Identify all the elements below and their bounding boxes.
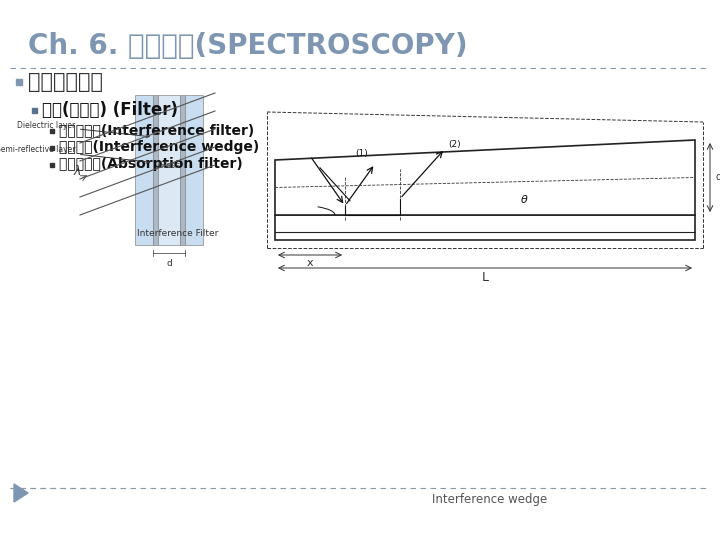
Polygon shape xyxy=(275,140,695,215)
Polygon shape xyxy=(14,484,28,502)
Text: L: L xyxy=(482,271,488,284)
Bar xyxy=(32,108,37,113)
Bar xyxy=(50,129,54,132)
Text: Semi-reflective layer: Semi-reflective layer xyxy=(0,145,149,163)
Text: Interference Filter: Interference Filter xyxy=(138,229,219,238)
Text: (2): (2) xyxy=(448,140,461,149)
Bar xyxy=(275,215,695,240)
Text: 간섭여과기(Interference filter): 간섭여과기(Interference filter) xyxy=(59,123,254,137)
Text: $\lambda$: $\lambda$ xyxy=(73,164,81,178)
Text: d: d xyxy=(715,172,720,183)
Text: 필터(여과기) (Filter): 필터(여과기) (Filter) xyxy=(42,101,178,119)
Bar xyxy=(153,95,158,245)
Text: 흡수여과기(Absorption filter): 흡수여과기(Absorption filter) xyxy=(59,157,243,171)
Bar xyxy=(16,79,22,85)
Bar xyxy=(50,145,54,150)
Text: Dielectric layer: Dielectric layer xyxy=(17,121,149,138)
Text: (1): (1) xyxy=(355,149,368,158)
Text: Ch. 6. 분광분석(SPECTROSCOPY): Ch. 6. 분광분석(SPECTROSCOPY) xyxy=(28,32,467,60)
Bar xyxy=(135,95,153,245)
Text: x: x xyxy=(307,258,313,268)
Bar xyxy=(158,95,180,245)
Text: 파장선택장치: 파장선택장치 xyxy=(28,72,103,92)
Bar xyxy=(185,95,203,245)
Text: Glass: Glass xyxy=(158,160,181,170)
Bar xyxy=(180,95,185,245)
Text: d: d xyxy=(166,259,172,268)
Text: $\theta$: $\theta$ xyxy=(520,193,528,205)
Text: Interference wedge: Interference wedge xyxy=(433,494,548,507)
Bar xyxy=(50,163,54,166)
Text: 간섭쌍기(Interference wedge): 간섭쌍기(Interference wedge) xyxy=(59,140,259,154)
